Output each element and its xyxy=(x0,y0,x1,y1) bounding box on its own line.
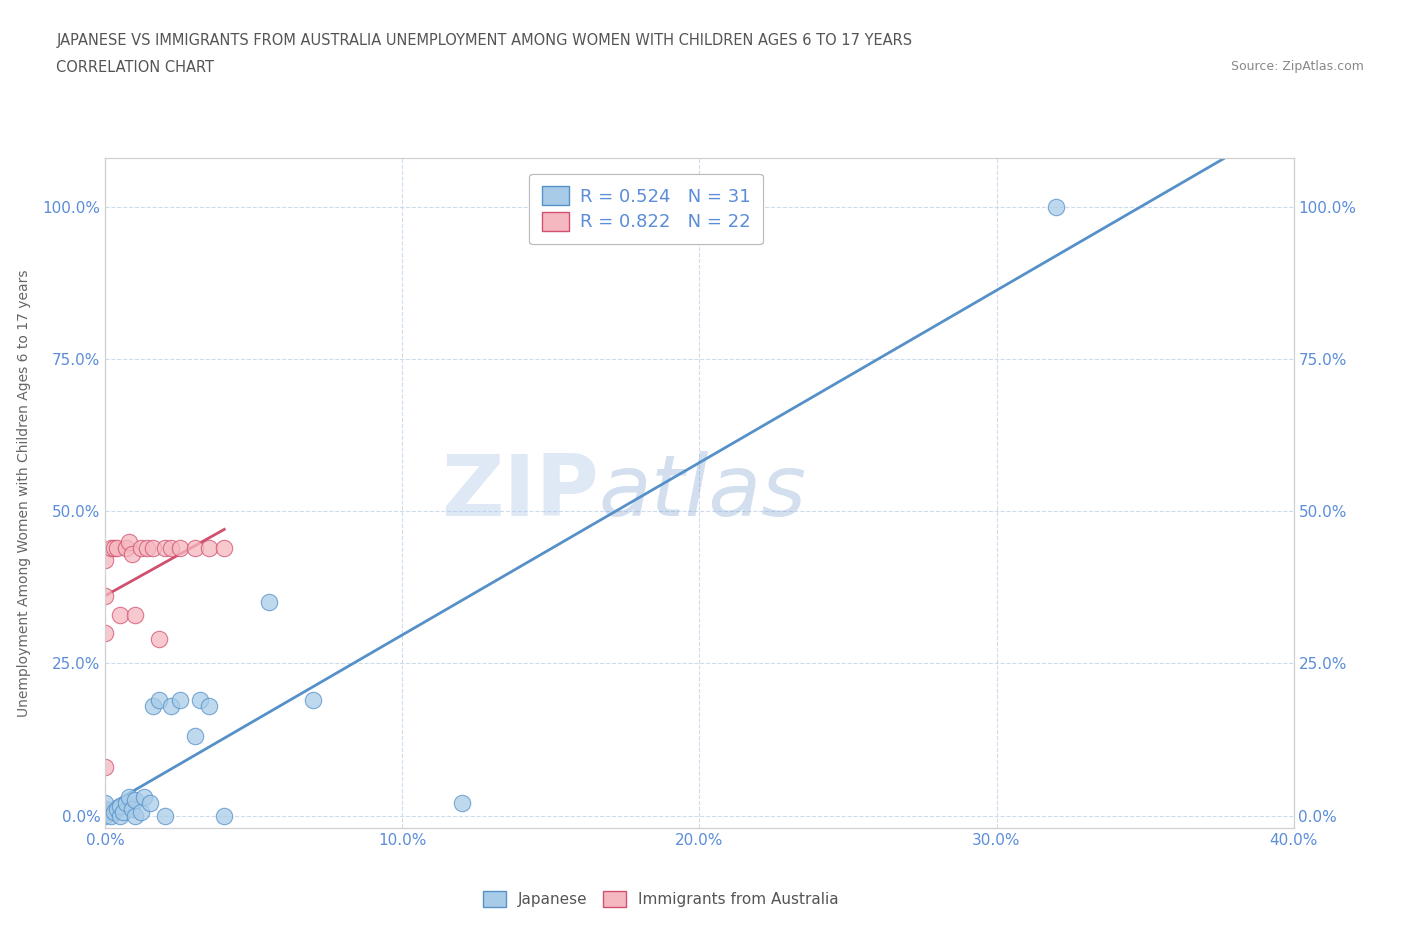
Point xyxy=(198,540,221,555)
Point xyxy=(450,796,472,811)
Point xyxy=(118,534,141,549)
Text: Source: ZipAtlas.com: Source: ZipAtlas.com xyxy=(1230,60,1364,73)
Point xyxy=(183,729,205,744)
Point xyxy=(121,802,143,817)
Point xyxy=(103,805,125,820)
Point xyxy=(132,790,155,804)
Point xyxy=(94,760,117,775)
Point xyxy=(159,540,181,555)
Point xyxy=(124,808,146,823)
Point xyxy=(198,698,221,713)
Point xyxy=(105,540,128,555)
Point xyxy=(94,626,117,641)
Y-axis label: Unemployment Among Women with Children Ages 6 to 17 years: Unemployment Among Women with Children A… xyxy=(17,269,31,717)
Point xyxy=(136,540,159,555)
Point xyxy=(115,540,138,555)
Point xyxy=(124,793,146,808)
Point xyxy=(94,808,117,823)
Point xyxy=(302,693,325,708)
Point xyxy=(121,546,143,561)
Point xyxy=(100,540,122,555)
Point xyxy=(190,693,212,708)
Point xyxy=(94,589,117,604)
Point xyxy=(214,540,236,555)
Point xyxy=(148,693,170,708)
Point xyxy=(105,802,128,817)
Text: ZIP: ZIP xyxy=(440,451,599,535)
Point xyxy=(110,607,132,622)
Point xyxy=(1045,199,1067,214)
Point xyxy=(124,607,146,622)
Point xyxy=(153,808,176,823)
Point xyxy=(214,808,236,823)
Text: CORRELATION CHART: CORRELATION CHART xyxy=(56,60,214,75)
Point xyxy=(139,796,162,811)
Point xyxy=(183,540,205,555)
Point xyxy=(148,631,170,646)
Point xyxy=(112,805,135,820)
Point xyxy=(115,796,138,811)
Point xyxy=(110,799,132,814)
Point xyxy=(110,808,132,823)
Text: JAPANESE VS IMMIGRANTS FROM AUSTRALIA UNEMPLOYMENT AMONG WOMEN WITH CHILDREN AGE: JAPANESE VS IMMIGRANTS FROM AUSTRALIA UN… xyxy=(56,33,912,47)
Point xyxy=(94,552,117,567)
Point xyxy=(129,540,152,555)
Point xyxy=(118,790,141,804)
Point xyxy=(94,796,117,811)
Point xyxy=(129,805,152,820)
Point xyxy=(94,802,117,817)
Point xyxy=(169,540,191,555)
Point xyxy=(257,595,280,610)
Point xyxy=(142,540,165,555)
Point xyxy=(103,540,125,555)
Point xyxy=(142,698,165,713)
Legend: Japanese, Immigrants from Australia: Japanese, Immigrants from Australia xyxy=(477,884,845,913)
Point xyxy=(100,808,122,823)
Point xyxy=(169,693,191,708)
Legend: R = 0.524   N = 31, R = 0.822   N = 22: R = 0.524 N = 31, R = 0.822 N = 22 xyxy=(529,174,763,244)
Point xyxy=(94,805,117,820)
Point xyxy=(153,540,176,555)
Point xyxy=(159,698,181,713)
Text: atlas: atlas xyxy=(599,451,807,535)
